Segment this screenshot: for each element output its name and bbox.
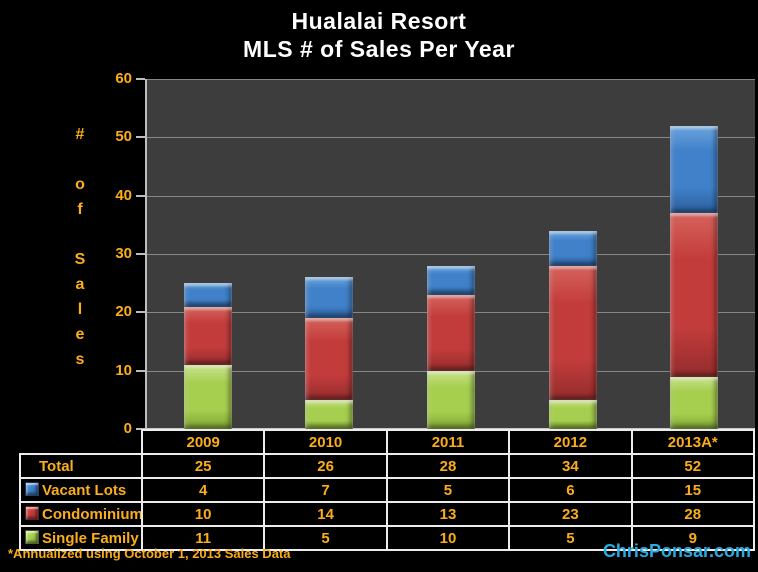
gridline-40 — [147, 195, 755, 197]
cell-total-2009: 25 — [140, 453, 266, 479]
data-table: 2009 2010 2011 2012 2013A* Total 25 26 28 34 52 Vac… — [19, 429, 755, 551]
bar-2012 — [548, 79, 597, 429]
table-row-vacant-lots: Vacant Lots 4 7 5 6 15 — [19, 477, 755, 503]
y-tick-mark-40 — [136, 194, 145, 197]
bar-segment-condominiums-2009 — [183, 306, 232, 365]
y-tick-label-0: 0 — [123, 420, 132, 437]
bar-2013A — [670, 79, 719, 429]
cell-single-family-2013A: 9 — [630, 525, 755, 551]
cell-single-family-2009: 11 — [140, 525, 266, 551]
cell-condominiums-2010: 14 — [263, 501, 388, 527]
bar-segment-condominiums-2012 — [548, 265, 597, 400]
bar-segment-vacant-lots-2010 — [305, 277, 354, 319]
cell-vacant-lots-2011: 5 — [385, 477, 511, 503]
cell-single-family-2010: 5 — [263, 525, 388, 551]
y-tick-label-10: 10 — [115, 361, 132, 379]
bar-segment-single-family-2009 — [183, 364, 232, 429]
gridline-30 — [147, 254, 755, 255]
footnote: *Annualized using October 1, 2013 Sales … — [8, 546, 291, 561]
title-line-1: Hualalai Resort — [291, 8, 467, 34]
gridline-50 — [147, 137, 755, 139]
y-tick-mark-60 — [136, 78, 145, 80]
bar-segment-vacant-lots-2009 — [183, 283, 232, 307]
bar-segment-single-family-2012 — [548, 399, 597, 429]
bar-2010 — [305, 79, 354, 429]
row-label-single-family: Single Family — [19, 525, 143, 551]
cell-total-2011: 28 — [385, 453, 511, 479]
legend-swatch-icon-vacant-lots — [25, 481, 39, 496]
plot-area — [145, 79, 755, 430]
row-label-vacant-lots: Vacant Lots — [19, 477, 143, 503]
attribution-url: ChrisPonsar.com — [602, 541, 751, 561]
title-line-2: MLS # of Sales Per Year — [243, 36, 515, 62]
cell-condominiums-2013A: 28 — [630, 501, 755, 527]
cell-condominiums-2012: 23 — [508, 501, 633, 527]
cell-vacant-lots-2010: 7 — [263, 477, 388, 503]
cell-condominiums-2009: 10 — [140, 501, 266, 527]
gridline-60 — [147, 79, 755, 80]
y-axis-title: # o f S a l e s — [74, 126, 86, 368]
bar-segment-vacant-lots-2011 — [427, 265, 475, 295]
year-header-2010: 2010 — [263, 429, 388, 455]
y-tick-label-20: 20 — [115, 303, 132, 321]
cell-total-2012: 34 — [508, 453, 633, 479]
y-tick-mark-30 — [136, 253, 145, 255]
y-tick-mark-20 — [136, 311, 145, 314]
table-row-condominiums: Condominiums 10 14 13 23 28 — [19, 501, 755, 527]
row-label-condominiums: Condominiums — [19, 501, 143, 527]
bar-segment-condominiums-2013A — [670, 213, 719, 377]
y-tick-mark-50 — [136, 136, 145, 139]
y-tick-label-60: 60 — [115, 70, 132, 87]
page-title: Hualalai Resort MLS # of Sales Per Year — [0, 7, 758, 63]
y-tick-label-30: 30 — [115, 245, 132, 262]
y-tick-label-50: 50 — [115, 128, 132, 146]
table-row-total: Total 25 26 28 34 52 — [19, 453, 755, 479]
table-corner-blank — [20, 430, 142, 454]
row-label-total: Total — [19, 453, 143, 479]
bar-2009 — [183, 79, 232, 429]
cell-condominiums-2011: 13 — [385, 501, 511, 527]
cell-single-family-2011: 10 — [385, 525, 511, 551]
bar-segment-vacant-lots-2013A — [670, 125, 719, 214]
year-header-2012: 2012 — [508, 429, 633, 455]
cell-vacant-lots-2009: 4 — [140, 477, 266, 503]
bar-segment-single-family-2013A — [670, 376, 719, 429]
year-header-2013A: 2013A* — [630, 429, 755, 455]
bar-segment-single-family-2010 — [305, 399, 354, 429]
y-tick-mark-0 — [136, 428, 145, 430]
year-header-2009: 2009 — [140, 429, 266, 455]
table-row-single-family: Single Family 11 5 10 5 9 — [19, 525, 755, 551]
year-header-2011: 2011 — [385, 429, 511, 455]
table-row-years: 2009 2010 2011 2012 2013A* — [20, 429, 755, 455]
legend-swatch-icon-condominiums — [25, 505, 39, 520]
cell-single-family-2012: 5 — [508, 525, 633, 551]
bar-2011 — [427, 79, 475, 429]
bar-segment-single-family-2011 — [427, 370, 475, 429]
cell-vacant-lots-2013A: 15 — [630, 477, 755, 503]
y-tick-mark-10 — [136, 369, 145, 372]
gridline-0 — [147, 428, 755, 430]
cell-total-2010: 26 — [263, 453, 388, 479]
cell-total-2013A: 52 — [630, 453, 755, 479]
y-tick-label-40: 40 — [115, 186, 132, 204]
bar-segment-vacant-lots-2012 — [548, 230, 597, 266]
bar-segment-condominiums-2011 — [427, 294, 475, 371]
legend-swatch-icon-single-family — [25, 529, 39, 544]
bar-segment-condominiums-2010 — [305, 318, 354, 400]
cell-vacant-lots-2012: 6 — [508, 477, 633, 503]
